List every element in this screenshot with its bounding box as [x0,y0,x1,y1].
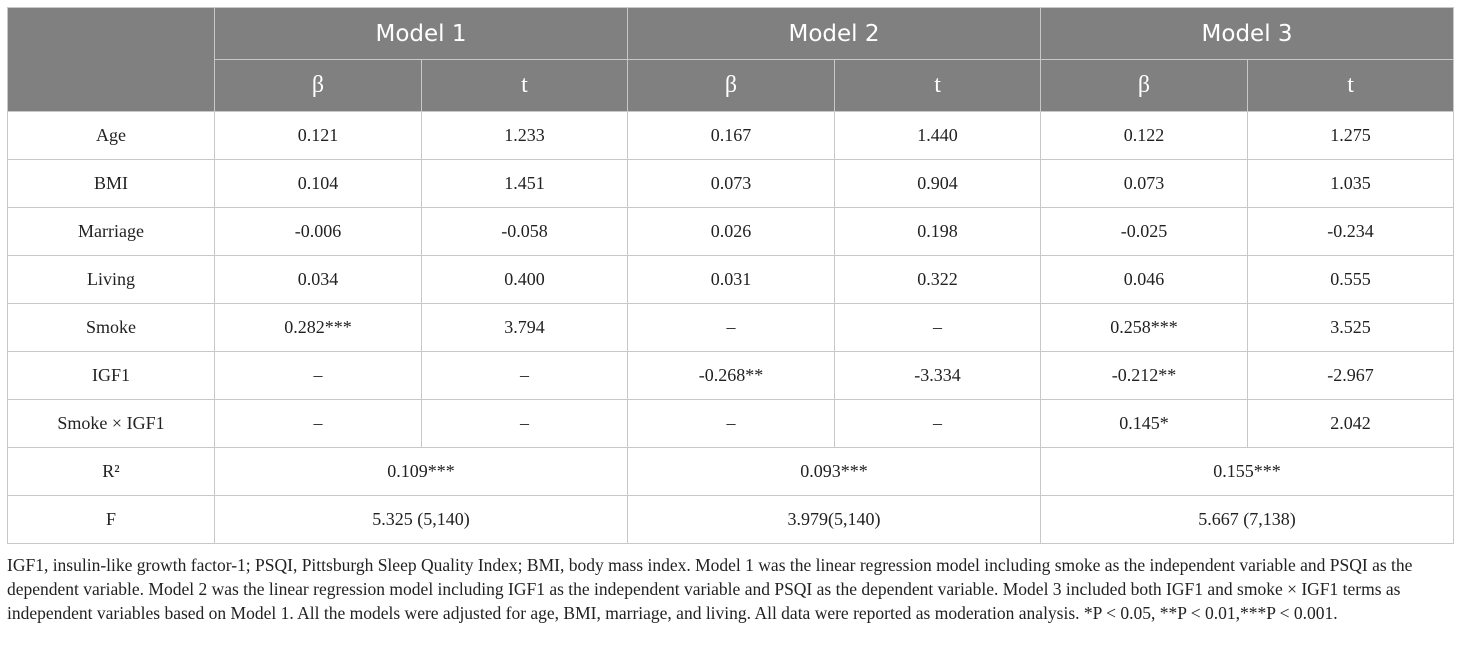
table-cell: – [834,399,1042,448]
model-1-t-header: t [420,59,629,112]
table-cell: 0.122 [1040,111,1249,160]
table-cell: 0.046 [1040,255,1249,304]
table-row: Marriage -0.006 -0.058 0.026 0.198 -0.02… [7,207,1455,256]
table-cell: -0.212** [1040,351,1249,400]
table-row: Smoke × IGF1 – – – – 0.145* 2.042 [7,399,1455,448]
row-label: BMI [7,159,215,208]
model-1-beta-header: β [214,59,422,112]
model-2-t-header: t [834,59,1042,112]
table-cell: 2.042 [1247,399,1455,448]
table-cell: 0.167 [627,111,836,160]
table-row-r-squared: R² 0.109*** 0.093*** 0.155*** [7,447,1455,496]
model-3-t-header: t [1247,59,1455,112]
table-cell: -0.268** [627,351,836,400]
table-cell: – [627,399,836,448]
table-cell: 0.093*** [627,447,1042,496]
table-cell: 0.322 [834,255,1042,304]
regression-table: Model 1 Model 2 Model 3 β t β t β t Age … [7,7,1455,544]
row-label: Living [7,255,215,304]
table-cell: – [834,303,1042,352]
table-cell: 0.904 [834,159,1042,208]
table-cell: 0.198 [834,207,1042,256]
model-2-beta-header: β [627,59,836,112]
table-cell: 1.233 [420,111,629,160]
row-label: Age [7,111,215,160]
table-footnote: IGF1, insulin-like growth factor-1; PSQI… [7,555,1413,623]
table-body: Age 0.121 1.233 0.167 1.440 0.122 1.275 … [7,111,1455,544]
table-row-f-statistic: F 5.325 (5,140) 3.979(5,140) 5.667 (7,13… [7,495,1455,544]
table-cell: – [627,303,836,352]
table-cell: 0.155*** [1040,447,1455,496]
table-cell: 1.275 [1247,111,1455,160]
table-cell: 0.073 [1040,159,1249,208]
row-label: Marriage [7,207,215,256]
row-label: R² [7,447,215,496]
table-cell: – [420,351,629,400]
table-cell: -2.967 [1247,351,1455,400]
table-row: BMI 0.104 1.451 0.073 0.904 0.073 1.035 [7,159,1455,208]
table-cell: 0.121 [214,111,422,160]
table-header: Model 1 Model 2 Model 3 β t β t β t [7,7,1455,112]
table-row: Age 0.121 1.233 0.167 1.440 0.122 1.275 [7,111,1455,160]
table-cell: 1.035 [1247,159,1455,208]
table-cell: -0.234 [1247,207,1455,256]
table-cell: 1.440 [834,111,1042,160]
table-cell: -0.025 [1040,207,1249,256]
table-cell: 0.109*** [213,447,629,496]
table-cell: -0.058 [420,207,629,256]
table-cell: 0.073 [627,159,836,208]
table-cell: 5.325 (5,140) [213,495,629,544]
table-cell: 3.794 [420,303,629,352]
table-cell: 0.031 [627,255,836,304]
table-cell: 0.104 [214,159,422,208]
row-label: F [7,495,215,544]
corner-header-cell [7,7,215,112]
table-cell: 0.034 [214,255,422,304]
model-1-header: Model 1 [213,7,629,60]
table-row: Living 0.034 0.400 0.031 0.322 0.046 0.5… [7,255,1455,304]
table-cell: 0.145* [1040,399,1249,448]
row-label: IGF1 [7,351,215,400]
row-label: Smoke [7,303,215,352]
table-cell: 0.258*** [1040,303,1249,352]
table-cell: – [214,399,422,448]
table-cell: – [420,399,629,448]
model-3-header: Model 3 [1040,7,1455,60]
table-cell: 0.400 [420,255,629,304]
table-cell: – [214,351,422,400]
table-cell: 3.525 [1247,303,1455,352]
table-cell: 0.282*** [214,303,422,352]
table-cell: 5.667 (7,138) [1040,495,1455,544]
table-cell: 1.451 [420,159,629,208]
model-2-header: Model 2 [627,7,1042,60]
table-cell: -3.334 [834,351,1042,400]
row-label: Smoke × IGF1 [7,399,215,448]
table-row: IGF1 – – -0.268** -3.334 -0.212** -2.967 [7,351,1455,400]
table-row: Smoke 0.282*** 3.794 – – 0.258*** 3.525 [7,303,1455,352]
table-cell: 0.555 [1247,255,1455,304]
table-cell: 3.979(5,140) [627,495,1042,544]
table-cell: -0.006 [214,207,422,256]
table-cell: 0.026 [627,207,836,256]
model-3-beta-header: β [1040,59,1249,112]
